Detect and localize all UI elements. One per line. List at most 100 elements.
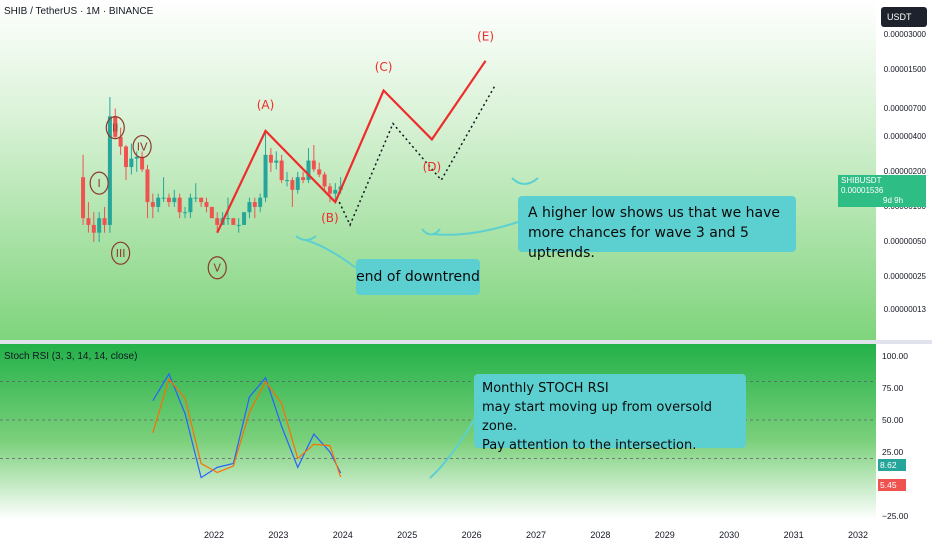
candle-body	[263, 154, 268, 198]
time-tick: 2022	[203, 530, 225, 540]
wave-label-text: II	[112, 122, 119, 135]
candle-body	[166, 197, 171, 203]
candle	[247, 197, 252, 219]
price-tick: 0.00000050	[883, 236, 926, 246]
price-tick: 0.00000025	[883, 271, 926, 281]
candle	[274, 151, 279, 170]
pane-divider[interactable]	[0, 340, 932, 344]
candle-body	[183, 212, 188, 214]
stoch-rsi-lines	[152, 372, 342, 479]
candle-body	[231, 218, 236, 225]
candle-body	[258, 197, 263, 207]
candle-body	[172, 197, 177, 203]
candle	[231, 218, 236, 225]
candle	[285, 171, 289, 187]
time-axis[interactable]	[0, 520, 932, 550]
candle-body	[311, 160, 316, 170]
candle	[81, 154, 86, 225]
rsi-level-lines	[0, 381, 876, 459]
downtrend-callout[interactable]: end of downtrend	[356, 259, 480, 295]
candle-body	[91, 224, 96, 233]
candle-body	[193, 197, 198, 199]
d-low-arc	[511, 177, 539, 185]
price-axis[interactable]	[876, 0, 932, 340]
candle-body	[129, 158, 134, 168]
candle-body	[86, 218, 91, 225]
time-tick: 2027	[525, 530, 547, 540]
wave-label: V	[207, 256, 227, 280]
stoch-pointer	[429, 419, 475, 479]
candle-body	[247, 202, 252, 213]
wave-label: II	[105, 116, 125, 140]
wave-label-circle	[132, 134, 152, 159]
candle	[150, 193, 155, 219]
candle-body	[290, 180, 295, 190]
downtrend-pointer	[305, 239, 357, 269]
candle	[204, 197, 209, 213]
candle	[172, 189, 177, 207]
candle	[140, 151, 145, 172]
candle-body	[204, 202, 209, 207]
wave-label-text: (B)	[321, 211, 339, 225]
wave-label: III	[111, 241, 131, 265]
time-tick: 2025	[397, 530, 418, 540]
wave-label: (E)	[477, 30, 494, 44]
candle-body	[327, 186, 332, 194]
candle	[333, 183, 338, 203]
higher-low-text: A higher low shows us that we have more …	[528, 205, 781, 261]
b-low-arc	[421, 228, 441, 236]
time-tick: 2028	[590, 530, 611, 540]
wave-projection	[216, 60, 496, 234]
candle	[215, 212, 220, 233]
symbol-title[interactable]: SHIB / TetherUS · 1M · BINANCE	[4, 6, 154, 17]
stoch-callout-line-2: may start moving up from oversold zone.	[482, 400, 713, 434]
candle-body	[118, 136, 123, 147]
time-tick: 2030	[719, 530, 740, 540]
stoch-rsi-title[interactable]: Stoch RSI (3, 3, 14, 14, close)	[4, 351, 138, 362]
higher-low-callout[interactable]: A higher low shows us that we have more …	[518, 196, 796, 261]
candle	[311, 145, 316, 172]
candle-body	[301, 177, 306, 181]
stoch-callout-line-3: Pay attention to the intersection.	[482, 438, 697, 453]
time-tick: 2024	[332, 530, 353, 540]
candle	[145, 164, 150, 219]
candle	[97, 212, 102, 242]
wave-label-circle	[89, 171, 109, 195]
stoch-k-line	[152, 372, 342, 479]
wave-label: (D)	[423, 160, 442, 174]
candle	[113, 108, 118, 140]
candle-body	[295, 177, 300, 190]
candle-body	[177, 197, 182, 213]
rsi-tick: 25.00	[882, 447, 904, 457]
rsi-tick: 50.00	[882, 415, 904, 425]
candle-body	[268, 154, 273, 163]
wave-label-circle	[111, 241, 131, 265]
candle-body	[140, 156, 145, 170]
candle	[306, 148, 311, 184]
wave-label: (C)	[375, 60, 393, 74]
stoch-callout-line-1: Monthly STOCH RSI	[482, 381, 609, 396]
candle-body	[188, 197, 193, 213]
candle-body	[209, 206, 214, 219]
candle-body	[306, 160, 311, 181]
time-tick: 2032	[847, 530, 869, 540]
candle	[209, 206, 214, 219]
candle-body	[236, 224, 241, 226]
stoch-callout[interactable]: Monthly STOCH RSI may start moving up fr…	[474, 374, 746, 453]
candle-body	[322, 174, 327, 187]
candle	[242, 212, 247, 225]
currency-button[interactable]: USDT	[881, 7, 927, 27]
candle-body	[317, 169, 322, 175]
candle-body	[113, 116, 118, 137]
candle	[258, 193, 263, 213]
candle	[236, 218, 241, 233]
candle-body	[333, 189, 338, 194]
rsi-tick: −25.00	[882, 511, 909, 521]
price-tick: 0.00000700	[883, 103, 926, 113]
downtrend-text: end of downtrend	[356, 269, 480, 285]
candle	[199, 197, 204, 207]
candles	[81, 96, 343, 242]
candle-body	[274, 160, 279, 163]
callout-pointers	[295, 177, 539, 479]
